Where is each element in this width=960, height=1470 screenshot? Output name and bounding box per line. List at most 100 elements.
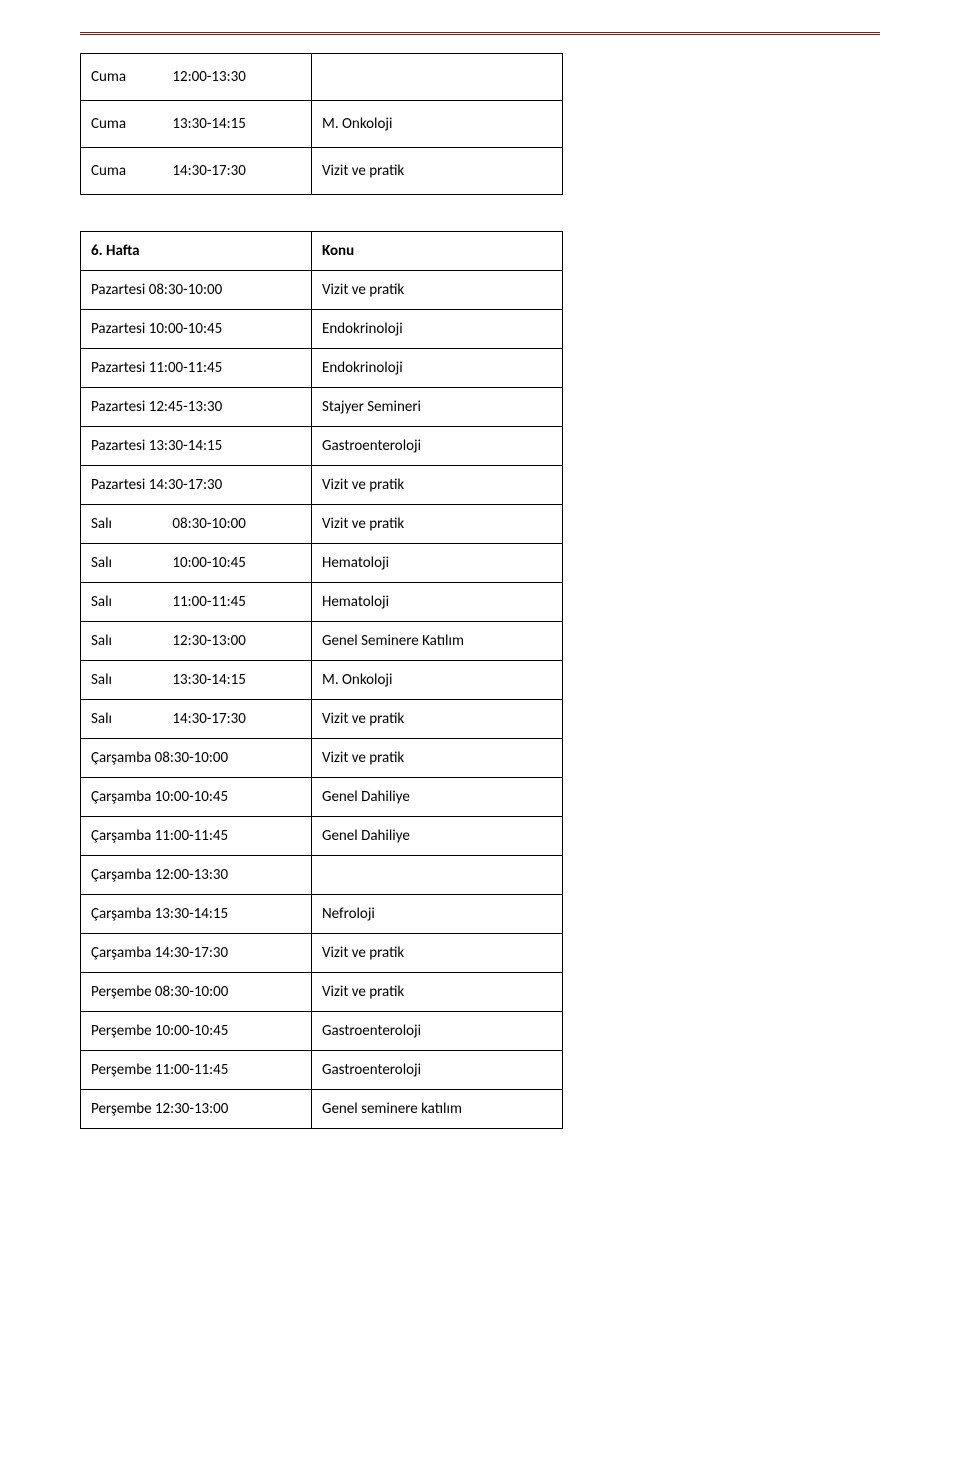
table-row: Çarşamba 10:00-10:45 Genel Dahiliye xyxy=(81,778,563,817)
cell-slot: Çarşamba 13:30-14:15 xyxy=(81,895,312,934)
time-label: 14:30-17:30 xyxy=(172,162,245,180)
table-row: Pazartesi 10:00-10:45 Endokrinoloji xyxy=(81,310,563,349)
page: Cuma 12:00-13:30 Cuma 13:30-14:15 M. Onk… xyxy=(0,0,960,1197)
table-row: Cuma 12:00-13:30 xyxy=(81,54,563,101)
cell-topic: Vizit ve pratik xyxy=(312,148,563,195)
day-label: Cuma xyxy=(91,115,169,133)
table-row: Salı 13:30-14:15 M. Onkoloji xyxy=(81,661,563,700)
cell-topic: M. Onkoloji xyxy=(312,661,563,700)
day-label: Salı xyxy=(91,515,169,533)
cell-topic: Endokrinoloji xyxy=(312,349,563,388)
day-label: Salı xyxy=(91,632,169,650)
cell-slot: Çarşamba 10:00-10:45 xyxy=(81,778,312,817)
cell-slot: Pazartesi 11:00-11:45 xyxy=(81,349,312,388)
cell-slot: Çarşamba 14:30-17:30 xyxy=(81,934,312,973)
time-label: 14:30-17:30 xyxy=(172,710,245,728)
table-row: Çarşamba 12:00-13:30 xyxy=(81,856,563,895)
table-row: Salı 12:30-13:00 Genel Seminere Katılım xyxy=(81,622,563,661)
cell-slot: Çarşamba 08:30-10:00 xyxy=(81,739,312,778)
cell-topic: Gastroenteroloji xyxy=(312,427,563,466)
cell-slot: Perşembe 12:30-13:00 xyxy=(81,1090,312,1129)
cell-topic: M. Onkoloji xyxy=(312,101,563,148)
table-row: Pazartesi 12:45-13:30 Stajyer Semineri xyxy=(81,388,563,427)
cell-topic: Endokrinoloji xyxy=(312,310,563,349)
cell-slot: Pazartesi 12:45-13:30 xyxy=(81,388,312,427)
cell-topic: Gastroenteroloji xyxy=(312,1051,563,1090)
table-header-row: 6. Hafta Konu xyxy=(81,232,563,271)
table-row: Salı 08:30-10:00 Vizit ve pratik xyxy=(81,505,563,544)
cell-topic: Vizit ve pratik xyxy=(312,973,563,1012)
cell-topic: Genel seminere katılım xyxy=(312,1090,563,1129)
table-row: Perşembe 11:00-11:45 Gastroenteroloji xyxy=(81,1051,563,1090)
cell-slot: Perşembe 08:30-10:00 xyxy=(81,973,312,1012)
table-row: Çarşamba 08:30-10:00 Vizit ve pratik xyxy=(81,739,563,778)
cell-topic: Gastroenteroloji xyxy=(312,1012,563,1051)
time-label: 12:00-13:30 xyxy=(172,68,245,86)
cell-topic: Stajyer Semineri xyxy=(312,388,563,427)
table-row: Pazartesi 13:30-14:15 Gastroenteroloji xyxy=(81,427,563,466)
cell-topic: Genel Seminere Katılım xyxy=(312,622,563,661)
header-rule xyxy=(80,32,880,35)
day-label: Salı xyxy=(91,710,169,728)
day-label: Cuma xyxy=(91,162,169,180)
cell-topic: Nefroloji xyxy=(312,895,563,934)
time-label: 08:30-10:00 xyxy=(172,515,245,533)
day-label: Salı xyxy=(91,671,169,689)
cell-slot: Salı 11:00-11:45 xyxy=(81,583,312,622)
cell-day-time: Cuma 14:30-17:30 xyxy=(81,148,312,195)
cell-topic xyxy=(312,54,563,101)
table-row: Pazartesi 14:30-17:30 Vizit ve pratik xyxy=(81,466,563,505)
cell-slot: Pazartesi 08:30-10:00 xyxy=(81,271,312,310)
header-topic: Konu xyxy=(312,232,563,271)
cell-topic: Vizit ve pratik xyxy=(312,739,563,778)
cell-slot: Salı 08:30-10:00 xyxy=(81,505,312,544)
cell-slot: Pazartesi 13:30-14:15 xyxy=(81,427,312,466)
cell-topic: Hematoloji xyxy=(312,583,563,622)
main-table: 6. Hafta Konu Pazartesi 08:30-10:00 Vizi… xyxy=(80,231,563,1129)
cell-slot: Çarşamba 11:00-11:45 xyxy=(81,817,312,856)
cell-day-time: Cuma 12:00-13:30 xyxy=(81,54,312,101)
time-label: 13:30-14:15 xyxy=(172,671,245,689)
cell-slot: Salı 13:30-14:15 xyxy=(81,661,312,700)
cell-topic: Genel Dahiliye xyxy=(312,817,563,856)
time-label: 10:00-10:45 xyxy=(172,554,245,572)
cell-topic: Genel Dahiliye xyxy=(312,778,563,817)
cell-topic xyxy=(312,856,563,895)
cell-topic: Vizit ve pratik xyxy=(312,934,563,973)
cell-topic: Vizit ve pratik xyxy=(312,271,563,310)
table-row: Pazartesi 11:00-11:45 Endokrinoloji xyxy=(81,349,563,388)
cell-slot: Salı 14:30-17:30 xyxy=(81,700,312,739)
table-row: Salı 11:00-11:45 Hematoloji xyxy=(81,583,563,622)
table-row: Çarşamba 11:00-11:45 Genel Dahiliye xyxy=(81,817,563,856)
table-row: Pazartesi 08:30-10:00 Vizit ve pratik xyxy=(81,271,563,310)
table-row: Salı 14:30-17:30 Vizit ve pratik xyxy=(81,700,563,739)
mini-table: Cuma 12:00-13:30 Cuma 13:30-14:15 M. Onk… xyxy=(80,53,563,195)
cell-slot: Pazartesi 14:30-17:30 xyxy=(81,466,312,505)
cell-slot: Perşembe 10:00-10:45 xyxy=(81,1012,312,1051)
cell-slot: Perşembe 11:00-11:45 xyxy=(81,1051,312,1090)
cell-slot: Pazartesi 10:00-10:45 xyxy=(81,310,312,349)
header-week: 6. Hafta xyxy=(81,232,312,271)
table-row: Çarşamba 14:30-17:30 Vizit ve pratik xyxy=(81,934,563,973)
day-label: Salı xyxy=(91,593,169,611)
cell-topic: Hematoloji xyxy=(312,544,563,583)
table-row: Salı 10:00-10:45 Hematoloji xyxy=(81,544,563,583)
table-row: Cuma 14:30-17:30 Vizit ve pratik xyxy=(81,148,563,195)
cell-topic: Vizit ve pratik xyxy=(312,466,563,505)
table-row: Perşembe 08:30-10:00 Vizit ve pratik xyxy=(81,973,563,1012)
table-row: Perşembe 10:00-10:45 Gastroenteroloji xyxy=(81,1012,563,1051)
table-row: Çarşamba 13:30-14:15 Nefroloji xyxy=(81,895,563,934)
cell-topic: Vizit ve pratik xyxy=(312,505,563,544)
time-label: 13:30-14:15 xyxy=(172,115,245,133)
table-row: Perşembe 12:30-13:00 Genel seminere katı… xyxy=(81,1090,563,1129)
cell-slot: Çarşamba 12:00-13:30 xyxy=(81,856,312,895)
time-label: 11:00-11:45 xyxy=(172,593,245,611)
table-row: Cuma 13:30-14:15 M. Onkoloji xyxy=(81,101,563,148)
day-label: Cuma xyxy=(91,68,169,86)
cell-slot: Salı 10:00-10:45 xyxy=(81,544,312,583)
cell-slot: Salı 12:30-13:00 xyxy=(81,622,312,661)
day-label: Salı xyxy=(91,554,169,572)
time-label: 12:30-13:00 xyxy=(172,632,245,650)
cell-day-time: Cuma 13:30-14:15 xyxy=(81,101,312,148)
cell-topic: Vizit ve pratik xyxy=(312,700,563,739)
